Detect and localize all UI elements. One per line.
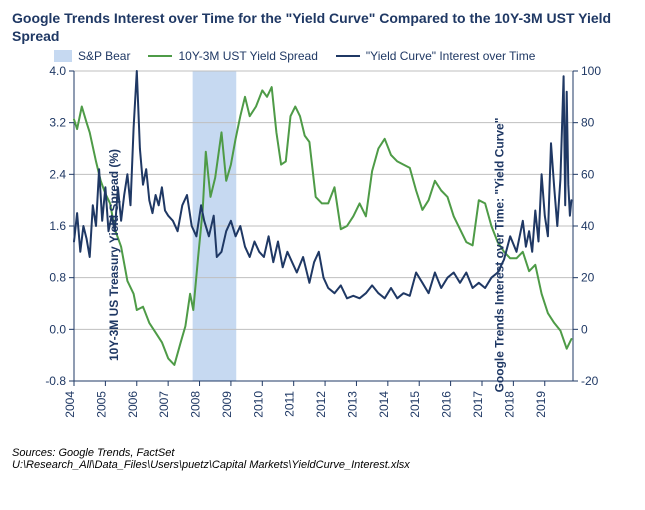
chart-svg: -0.8 0.0 0.8 1.6 2.4 3.2 4.0 -20 0 20 40 60 80 100 200… — [12, 65, 633, 445]
y2-tick-label: 20 — [581, 271, 595, 285]
x-tick-label: 2011 — [283, 391, 297, 417]
legend-item-bear: S&P Bear — [54, 49, 130, 63]
y2-tick-label: -20 — [581, 374, 599, 388]
y1-tick-label: 2.4 — [49, 167, 66, 181]
y1-tick-label: 0.0 — [49, 322, 66, 336]
sources-text: Sources: Google Trends, FactSet — [12, 447, 633, 459]
y2-axis-label: Google Trends Interest over Time: "Yield… — [493, 118, 507, 393]
legend-item-spread: 10Y-3M UST Yield Spread — [148, 49, 317, 63]
legend-label-interest: "Yield Curve" Interest over Time — [366, 49, 535, 63]
filepath-text: U:\Research_All\Data_Files\Users\puetz\C… — [12, 459, 633, 471]
y1-tick-label: 4.0 — [49, 65, 66, 78]
interest-swatch — [336, 55, 360, 57]
x-tick-label: 2012 — [314, 391, 328, 418]
x-tick-label: 2016 — [440, 391, 454, 418]
legend: S&P Bear 10Y-3M UST Yield Spread "Yield … — [54, 49, 633, 63]
x-tick-label: 2007 — [157, 391, 171, 418]
x-tick-label: 2018 — [502, 391, 516, 418]
x-tick-label: 2009 — [220, 391, 234, 418]
x-tick-label: 2008 — [189, 391, 203, 418]
legend-label-spread: 10Y-3M UST Yield Spread — [178, 49, 317, 63]
bear-swatch — [54, 50, 72, 62]
x-tick-label: 2006 — [126, 391, 140, 418]
chart-area: 10Y-3M US Treasury Yield Spread (%) Goog… — [12, 65, 633, 445]
x-tick-label: 2017 — [471, 391, 485, 418]
y1-tick-label: -0.8 — [45, 374, 66, 388]
y2-tick-label: 80 — [581, 116, 595, 130]
x-tick-label: 2019 — [534, 391, 548, 418]
legend-label-bear: S&P Bear — [78, 49, 130, 63]
y1-tick-label: 0.8 — [49, 271, 66, 285]
chart-title: Google Trends Interest over Time for the… — [12, 10, 633, 45]
x-tick-label: 2010 — [251, 391, 265, 418]
x-tick-label: 2014 — [377, 391, 391, 418]
chart-container: Google Trends Interest over Time for the… — [0, 0, 645, 510]
legend-item-interest: "Yield Curve" Interest over Time — [336, 49, 535, 63]
y2-tick-label: 100 — [581, 65, 601, 78]
y2-tick-label: 60 — [581, 167, 595, 181]
y2-tick-label: 40 — [581, 219, 595, 233]
x-tick-label: 2005 — [94, 391, 108, 418]
spread-swatch — [148, 55, 172, 57]
x-tick-label: 2015 — [408, 391, 422, 418]
x-tick-label: 2013 — [345, 391, 359, 418]
x-tick-label: 2004 — [63, 391, 77, 418]
y1-axis-label: 10Y-3M US Treasury Yield Spread (%) — [107, 149, 121, 361]
y1-tick-label: 3.2 — [49, 116, 66, 130]
y1-tick-label: 1.6 — [49, 219, 66, 233]
y2-tick-label: 0 — [581, 322, 588, 336]
